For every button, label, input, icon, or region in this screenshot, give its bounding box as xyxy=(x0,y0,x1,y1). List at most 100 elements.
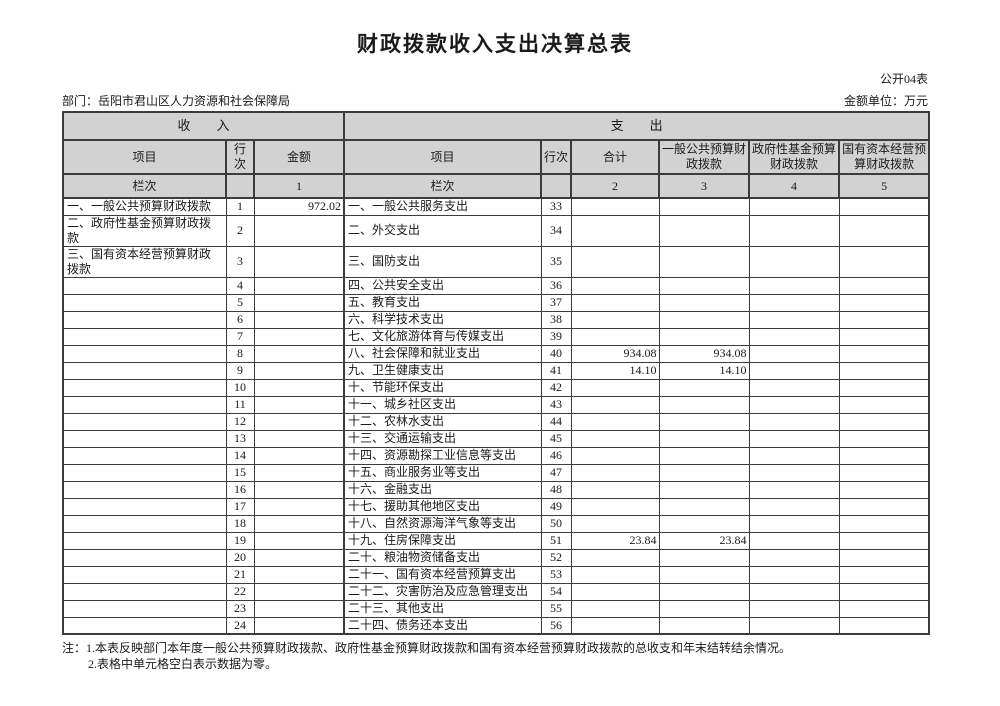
expense-total-cell xyxy=(570,565,660,584)
expense-total-cell xyxy=(570,429,660,448)
expense-total-cell xyxy=(570,497,660,516)
state-capital-cell xyxy=(838,245,930,278)
income-item-cell xyxy=(62,463,227,482)
gov-fund-cell xyxy=(748,361,840,380)
footnote-2: 2.表格中单元格空白表示数据为零。 xyxy=(88,657,278,672)
gov-fund-cell xyxy=(748,514,840,533)
income-item-cell xyxy=(62,378,227,397)
income-line-cell: 10 xyxy=(225,378,255,397)
income-item-cell xyxy=(62,361,227,380)
income-amount-cell xyxy=(253,463,345,482)
income-line-cell: 9 xyxy=(225,361,255,380)
table-row: 20 二十、粮油物资储备支出 52 xyxy=(62,548,930,567)
income-item-cell xyxy=(62,497,227,516)
state-capital-cell xyxy=(838,599,930,618)
table-row: 23 二十三、其他支出 55 xyxy=(62,599,930,618)
general-budget-cell: 934.08 xyxy=(658,344,750,363)
income-line-cell: 18 xyxy=(225,514,255,533)
income-item-header: 项目 xyxy=(62,139,227,175)
section-header-row: 收 入 支 出 xyxy=(61,111,931,141)
income-line-cell: 23 xyxy=(225,599,255,618)
gov-fund-cell xyxy=(748,344,840,363)
expense-item-cell: 八、社会保障和就业支出 xyxy=(343,344,542,363)
income-item-cell xyxy=(62,412,227,431)
expense-item-cell: 七、文化旅游体育与传媒支出 xyxy=(343,327,542,346)
expense-item-cell: 十四、资源勘探工业信息等支出 xyxy=(343,446,542,465)
state-capital-cell xyxy=(838,395,930,414)
table-row: 11 十一、城乡社区支出 43 xyxy=(62,395,930,414)
expense-total-cell: 23.84 xyxy=(570,531,660,550)
table-row: 8 八、社会保障和就业支出 40 934.08 934.08 xyxy=(62,344,930,363)
income-amount-header: 金额 xyxy=(252,139,346,175)
general-budget-cell xyxy=(658,599,750,618)
expense-line-header: 行次 xyxy=(540,139,573,175)
expense-item-cell: 二十二、灾害防治及应急管理支出 xyxy=(343,582,542,601)
expense-item-cell: 十五、商业服务业等支出 xyxy=(343,463,542,482)
expense-total-cell xyxy=(570,412,660,431)
expense-line-cell: 39 xyxy=(540,327,572,346)
lanci-col-2: 2 xyxy=(570,173,661,199)
general-budget-cell xyxy=(658,310,750,329)
state-capital-cell xyxy=(838,531,930,550)
income-line-cell: 14 xyxy=(225,446,255,465)
table-row: 一、一般公共预算财政拨款 1 972.02 一、一般公共服务支出 33 xyxy=(62,197,930,216)
state-capital-cell xyxy=(838,565,930,584)
table-row: 15 十五、商业服务业等支出 47 xyxy=(62,463,930,482)
gov-fund-cell xyxy=(748,463,840,482)
expense-line-cell: 54 xyxy=(540,582,572,601)
fiscal-table: 收 入 支 出 项目 行次 金额 项目 行次 合计 一般公共预算财政拨款 政府性… xyxy=(61,111,931,635)
expense-line-cell: 49 xyxy=(540,497,572,516)
table-row: 6 六、科学技术支出 38 xyxy=(62,310,930,329)
state-capital-cell xyxy=(838,446,930,465)
income-item-cell xyxy=(62,327,227,346)
general-budget-cell xyxy=(658,582,750,601)
table-row: 22 二十二、灾害防治及应急管理支出 54 xyxy=(62,582,930,601)
income-line-cell: 8 xyxy=(225,344,255,363)
expense-item-cell: 二十三、其他支出 xyxy=(343,599,542,618)
general-budget-cell xyxy=(658,412,750,431)
expense-line-cell: 40 xyxy=(540,344,572,363)
state-capital-cell xyxy=(838,378,930,397)
expense-total-header: 合计 xyxy=(570,139,661,175)
footnote-1: 注：1.本表反映部门本年度一般公共预算财政拨款、政府性基金预算财政拨款和国有资本… xyxy=(62,641,792,655)
income-amount-cell xyxy=(253,599,345,618)
state-capital-cell xyxy=(838,310,930,329)
expense-line-cell: 46 xyxy=(540,446,572,465)
expense-item-cell: 十、节能环保支出 xyxy=(343,378,542,397)
column-header-row: 项目 行次 金额 项目 行次 合计 一般公共预算财政拨款 政府性基金预算财政拨款… xyxy=(62,139,931,175)
general-budget-cell xyxy=(658,497,750,516)
expense-item-cell: 十三、交通运输支出 xyxy=(343,429,542,448)
table-row: 19 十九、住房保障支出 51 23.84 23.84 xyxy=(62,531,930,550)
expense-total-cell: 934.08 xyxy=(570,344,660,363)
table-row: 16 十六、金融支出 48 xyxy=(62,480,930,499)
general-budget-cell: 23.84 xyxy=(658,531,750,550)
general-budget-cell xyxy=(658,514,750,533)
gov-fund-cell xyxy=(748,197,840,216)
expense-line-cell: 35 xyxy=(540,245,572,278)
expense-total-cell xyxy=(570,514,660,533)
expense-line-cell: 47 xyxy=(540,463,572,482)
table-row: 5 五、教育支出 37 xyxy=(62,293,930,312)
expense-total-cell xyxy=(570,616,660,635)
gov-fund-cell xyxy=(748,327,840,346)
income-line-cell: 24 xyxy=(225,616,255,635)
expense-item-cell: 三、国防支出 xyxy=(343,245,542,278)
income-amount-cell xyxy=(253,446,345,465)
expense-line-cell: 55 xyxy=(540,599,572,618)
expense-line-cell: 52 xyxy=(540,548,572,567)
expense-item-cell: 十七、援助其他地区支出 xyxy=(343,497,542,516)
lanci-col-3: 3 xyxy=(658,173,751,199)
expense-total-cell xyxy=(570,548,660,567)
table-row: 21 二十一、国有资本经营预算支出 53 xyxy=(62,565,930,584)
income-line-cell: 3 xyxy=(225,245,255,278)
state-capital-cell xyxy=(838,497,930,516)
gov-fund-cell xyxy=(748,293,840,312)
income-line-cell: 21 xyxy=(225,565,255,584)
expense-total-cell xyxy=(570,480,660,499)
general-budget-cell xyxy=(658,548,750,567)
income-amount-cell xyxy=(253,616,345,635)
income-amount-cell xyxy=(253,412,345,431)
income-item-cell xyxy=(62,395,227,414)
income-amount-cell xyxy=(253,378,345,397)
general-budget-cell: 14.10 xyxy=(658,361,750,380)
